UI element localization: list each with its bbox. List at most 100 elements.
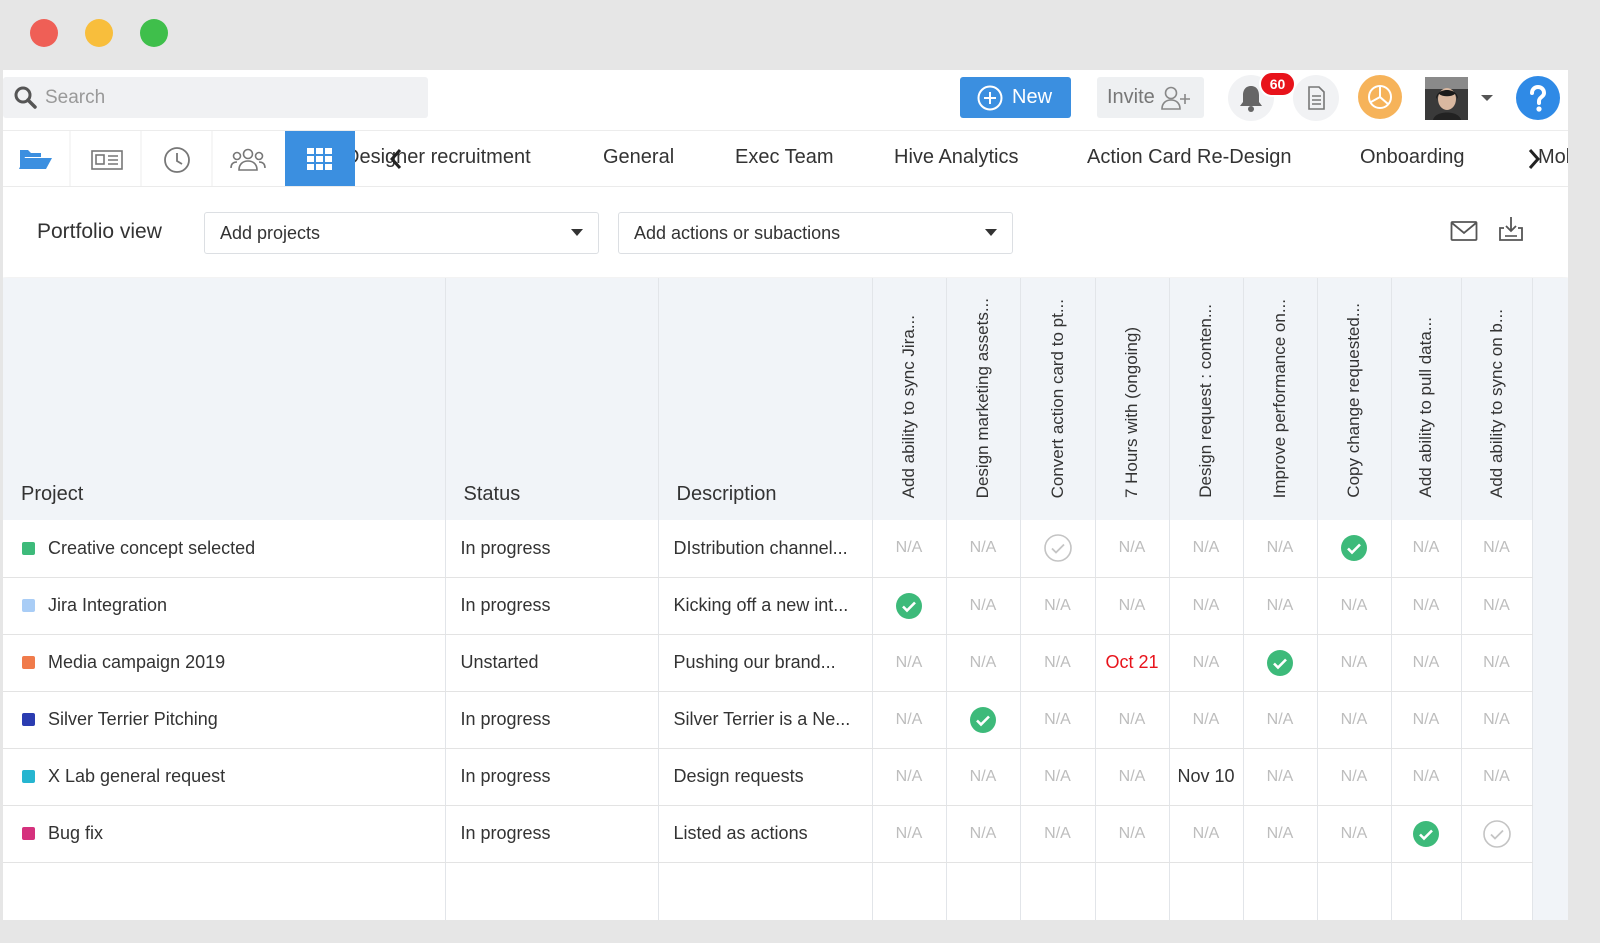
not-applicable: N/A (1119, 539, 1146, 556)
action-cell (1317, 520, 1391, 577)
project-color (22, 656, 35, 669)
action-column-header: Design marketing assets... (946, 278, 1020, 520)
action-cell: N/A (872, 805, 946, 862)
search-box[interactable]: Search (3, 77, 428, 118)
invite-button[interactable]: Invite (1097, 77, 1204, 118)
status-cell: In progress (445, 805, 658, 862)
action-cell: N/A (1391, 577, 1461, 634)
column-header: Description (658, 278, 872, 520)
analytics-button[interactable] (1358, 75, 1402, 119)
not-applicable: N/A (1044, 711, 1071, 728)
action-cell: N/A (1317, 691, 1391, 748)
action-cell: N/A (1095, 520, 1169, 577)
projects-dropdown[interactable]: Add projects (204, 212, 599, 254)
dropdown-label: Add actions or subactions (634, 223, 840, 244)
not-applicable: N/A (896, 711, 923, 728)
invite-icon (1160, 84, 1192, 112)
project-name[interactable]: Jira Integration (48, 595, 167, 615)
project-name[interactable]: Silver Terrier Pitching (48, 709, 218, 729)
action-cell: N/A (1391, 748, 1461, 805)
project-cell: Creative concept selected (3, 520, 445, 577)
help-button[interactable] (1516, 76, 1560, 120)
status-cell: In progress (445, 691, 658, 748)
project-name[interactable]: Bug fix (48, 823, 103, 843)
status-icon (1266, 649, 1294, 677)
projects-tab[interactable] (19, 150, 52, 169)
header-row: ProjectStatusDescriptionAdd ability to s… (3, 278, 1532, 520)
empty-cell (1317, 862, 1391, 920)
not-applicable: N/A (1483, 711, 1510, 728)
action-cell: N/A (1461, 577, 1532, 634)
action-cell: N/A (946, 748, 1020, 805)
view-switcher (3, 131, 355, 186)
new-button[interactable]: New (960, 77, 1071, 118)
not-applicable: N/A (1119, 825, 1146, 842)
project-color (22, 713, 35, 726)
status: In progress (461, 709, 551, 729)
not-applicable: N/A (1341, 825, 1368, 842)
action-cell (1391, 805, 1461, 862)
action-cell: N/A (1317, 634, 1391, 691)
documents-button[interactable] (1293, 75, 1339, 121)
table-margin (1532, 278, 1568, 920)
action-cell: N/A (946, 520, 1020, 577)
pie-icon (1358, 75, 1402, 119)
not-applicable: N/A (1267, 768, 1294, 785)
action-cell: N/A (1169, 805, 1243, 862)
action-cell: N/A (1243, 748, 1317, 805)
project-name[interactable]: Creative concept selected (48, 538, 255, 558)
project-color (22, 770, 35, 783)
action-cell: N/A (1391, 691, 1461, 748)
not-applicable: N/A (1193, 539, 1220, 556)
account-menu-caret[interactable] (1480, 93, 1494, 103)
action-cell: N/A (1461, 634, 1532, 691)
empty-cell (1169, 862, 1243, 920)
project-tab[interactable]: Mobile (1538, 146, 1568, 169)
actions-dropdown[interactable]: Add actions or subactions (618, 212, 1013, 254)
view-title: Portfolio view (37, 220, 162, 244)
search-placeholder: Search (45, 87, 105, 109)
email-button[interactable] (1450, 220, 1478, 242)
people-tab[interactable] (231, 150, 265, 171)
action-cell: N/A (1317, 805, 1391, 862)
table-row: Silver Terrier PitchingIn progressSilver… (3, 691, 1532, 748)
project-tab[interactable]: General (603, 146, 674, 169)
feed-tab[interactable] (92, 151, 122, 169)
status-cell: In progress (445, 748, 658, 805)
status: In progress (461, 538, 551, 558)
zoom-button[interactable] (140, 19, 168, 47)
status-cell: In progress (445, 520, 658, 577)
status-cell: In progress (445, 577, 658, 634)
action-column-label: Improve performance on... (1270, 299, 1290, 498)
export-button[interactable] (1497, 215, 1525, 243)
empty-row (3, 862, 1532, 920)
action-column-label: Add ability to sync on b... (1487, 309, 1507, 498)
action-cell: N/A (1461, 520, 1532, 577)
history-tab[interactable] (165, 148, 189, 172)
project-tab[interactable]: Exec Team (735, 146, 834, 169)
project-tab[interactable]: Designer recruitment (355, 146, 531, 169)
action-cell: N/A (1169, 691, 1243, 748)
minimize-button[interactable] (85, 19, 113, 47)
tabs-scroll-left[interactable] (388, 148, 404, 170)
close-button[interactable] (30, 19, 58, 47)
action-cell: N/A (1020, 634, 1095, 691)
action-cell: N/A (1095, 577, 1169, 634)
table-row: Creative concept selectedIn progressDIst… (3, 520, 1532, 577)
user-avatar[interactable] (1425, 77, 1468, 120)
not-applicable: N/A (1413, 768, 1440, 785)
not-applicable: N/A (896, 539, 923, 556)
project-tab[interactable]: Onboarding (1360, 146, 1465, 169)
description-cell: Kicking off a new int... (658, 577, 872, 634)
project-color (22, 599, 35, 612)
project-name[interactable]: X Lab general request (48, 766, 225, 786)
project-tab[interactable]: Hive Analytics (894, 146, 1019, 169)
not-applicable: N/A (896, 768, 923, 785)
dropdown-label: Add projects (220, 223, 320, 244)
project-name[interactable]: Media campaign 2019 (48, 652, 225, 672)
project-tabs: Designer recruitment General Exec Team Hive… (355, 131, 1568, 186)
dropdown-caret (571, 229, 583, 237)
project-tab[interactable]: Action Card Re-Design (1087, 146, 1292, 169)
tabs-scroll-right[interactable] (1526, 148, 1542, 170)
description: Listed as actions (674, 823, 808, 843)
